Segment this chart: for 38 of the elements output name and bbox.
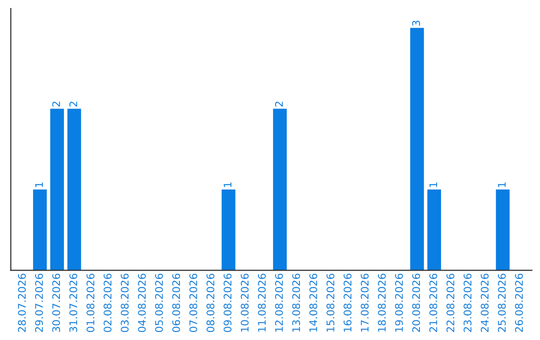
x-tick-label: 10.08.2026 xyxy=(240,274,249,332)
data-label: 1 xyxy=(429,182,438,187)
x-tick-label: 14.08.2026 xyxy=(309,274,318,332)
x-tick-label: 20.08.2026 xyxy=(412,274,420,332)
x-tick-label: 23.08.2026 xyxy=(464,274,472,332)
x-tick-label: 28.07.2026 xyxy=(18,274,26,332)
x-tick-label: 09.08.2026 xyxy=(224,274,232,332)
data-label: 3 xyxy=(412,20,420,26)
data-label: 2 xyxy=(69,102,78,107)
data-label: 2 xyxy=(275,102,283,107)
x-tick-label: 13.08.2026 xyxy=(292,274,300,332)
x-tick-label: 19.08.2026 xyxy=(395,274,403,332)
x-tick-label: 22.08.2026 xyxy=(446,274,454,332)
x-tick-label: 11.08.2026 xyxy=(258,274,266,332)
data-label: 1 xyxy=(224,182,232,187)
x-tick-label: 18.08.2026 xyxy=(378,274,386,332)
x-tick-label: 15.08.2026 xyxy=(326,274,334,332)
x-tick-label: 03.08.2026 xyxy=(120,274,129,332)
x-tick-label: 08.08.2026 xyxy=(206,274,214,332)
data-label: 1 xyxy=(35,182,43,187)
x-tick-label: 07.08.2026 xyxy=(189,274,198,332)
x-tick-label: 24.08.2026 xyxy=(480,274,489,332)
data-label: 1 xyxy=(498,182,506,187)
x-tick-label: 01.08.2026 xyxy=(86,274,94,332)
x-tick-label: 06.08.2026 xyxy=(172,274,180,332)
x-tick-label: 25.08.2026 xyxy=(498,274,506,332)
x-tick-label: 29.07.2026 xyxy=(35,274,43,332)
x-tick-label: 12.08.2026 xyxy=(275,274,283,332)
x-tick-label: 31.07.2026 xyxy=(69,274,78,332)
x-tick-label: 26.08.2026 xyxy=(515,274,523,332)
data-label: 2 xyxy=(52,102,60,107)
x-tick-label: 02.08.2026 xyxy=(104,274,112,332)
x-tick-label: 16.08.2026 xyxy=(344,274,352,332)
x-tick-label: 30.07.2026 xyxy=(52,274,60,332)
x-tick-label: 05.08.2026 xyxy=(155,274,163,332)
x-tick-label: 17.08.2026 xyxy=(360,274,369,332)
x-tick-label: 04.08.2026 xyxy=(138,274,146,332)
x-tick-label: 21.08.2026 xyxy=(429,274,438,332)
